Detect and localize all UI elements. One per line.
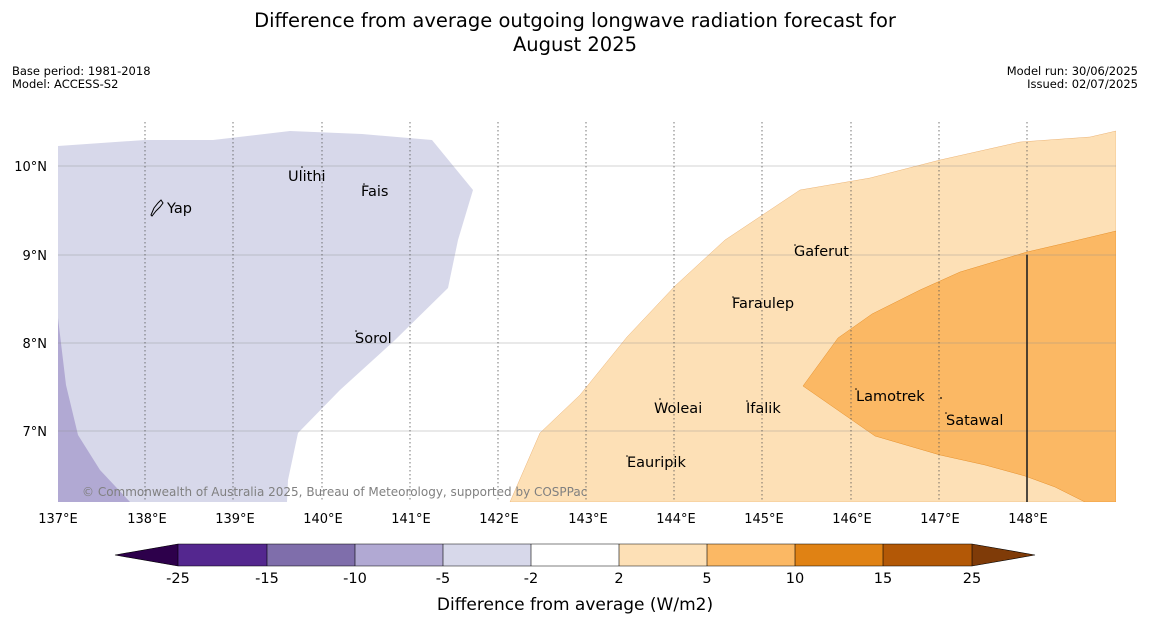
anomaly-region-neg-light: [58, 131, 473, 502]
lon-tick-142e: 142°E: [479, 512, 519, 527]
lon-tick-148e: 148°E: [1008, 512, 1048, 527]
island-dots: [301, 166, 947, 457]
anomaly-region-pos-medium: [802, 230, 1116, 502]
place-label-satawal: Satawal: [946, 413, 1003, 429]
lon-tick-145e: 145°E: [744, 512, 784, 527]
lon-tick-137e: 137°E: [38, 512, 78, 527]
lon-tick-139e: 139°E: [215, 512, 255, 527]
colorbar-segment-1: [267, 544, 355, 566]
map-title: Difference from average outgoing longwav…: [0, 9, 1150, 57]
place-label-lamotrek: Lamotrek: [856, 389, 925, 405]
lon-tick-144e: 144°E: [656, 512, 696, 527]
title-line-1: Difference from average outgoing longwav…: [254, 9, 896, 32]
place-labels: Ulithi Fais Yap Gaferut Faraulep Sorol L…: [166, 169, 1003, 471]
place-label-faraulep: Faraulep: [732, 296, 794, 312]
lon-tick-143e: 143°E: [568, 512, 608, 527]
colorbar-label: Difference from average (W/m2): [437, 595, 713, 615]
lon-tick-141e: 141°E: [391, 512, 431, 527]
colorbar: -25 -15 -10 -5 -2 2 5 10 15 25 Differenc…: [114, 543, 1036, 615]
place-label-sorol: Sorol: [355, 331, 392, 347]
colorbar-tick: -5: [436, 571, 450, 587]
colorbar-ticks: -25 -15 -10 -5 -2 2 5 10 15 25: [166, 571, 981, 587]
meta-left: Base period: 1981-2018 Model: ACCESS-S2: [12, 65, 151, 90]
lon-tick-140e: 140°E: [303, 512, 343, 527]
place-label-fais: Fais: [361, 184, 388, 200]
meta-right: Model run: 30/06/2025 Issued: 02/07/2025: [1007, 65, 1138, 90]
colorbar-segment-5: [619, 544, 707, 566]
colorbar-extend-low: [115, 544, 178, 566]
colorbar-tick: 15: [874, 571, 892, 587]
colorbar-tick: 2: [614, 571, 623, 587]
colorbar-extend-high: [972, 544, 1035, 566]
lat-tick-labels: 10°N 9°N 8°N 7°N: [14, 160, 47, 440]
place-label-yap: Yap: [166, 201, 192, 217]
place-label-gaferut: Gaferut: [794, 244, 849, 260]
issued-date: Issued: 02/07/2025: [1027, 76, 1138, 91]
colorbar-tick: -2: [524, 571, 538, 587]
colorbar-segment-7: [795, 544, 883, 566]
lon-tick-labels: 137°E 138°E 139°E 140°E 141°E 142°E 143°…: [38, 512, 1048, 527]
colorbar-tick: 10: [786, 571, 804, 587]
anomaly-region-neg-medium: [58, 318, 130, 502]
colorbar-segment-8: [883, 544, 972, 566]
place-label-eauripik: Eauripik: [627, 455, 686, 471]
place-label-ulithi: Ulithi: [288, 169, 326, 185]
copyright-notice: © Commonwealth of Australia 2025, Bureau…: [82, 485, 587, 499]
lat-gridlines: [58, 165, 1116, 432]
colorbar-segment-6: [707, 544, 795, 566]
lon-tick-146e: 146°E: [832, 512, 872, 527]
lon-tick-138e: 138°E: [127, 512, 167, 527]
base-period: Base period: 1981-2018: [12, 64, 151, 78]
lat-tick-10n: 10°N: [14, 160, 47, 175]
colorbar-segment-4: [531, 544, 619, 566]
lon-gridlines: [144, 122, 1028, 502]
colorbar-segment-0: [178, 544, 267, 566]
colorbar-tick: -10: [343, 571, 367, 587]
title-line-2: August 2025: [512, 33, 638, 56]
lon-tick-147e: 147°E: [920, 512, 960, 527]
place-label-ifalik: Ifalik: [746, 401, 781, 417]
lat-tick-7n: 7°N: [23, 425, 48, 440]
model-name: Model: ACCESS-S2: [12, 76, 119, 91]
place-label-woleai: Woleai: [654, 401, 702, 417]
map-area: Ulithi Fais Yap Gaferut Faraulep Sorol L…: [58, 122, 1116, 502]
model-run: Model run: 30/06/2025: [1006, 64, 1138, 78]
lat-tick-8n: 8°N: [23, 337, 48, 352]
colorbar-tick: -25: [166, 571, 190, 587]
colorbar-tick: 5: [702, 571, 711, 587]
colorbar-tick: 25: [963, 571, 981, 587]
yap-island-shape: [150, 199, 164, 217]
colorbar-segment-3: [443, 544, 531, 566]
colorbar-segment-2: [355, 544, 443, 566]
colorbar-tick: -15: [255, 571, 279, 587]
lat-tick-9n: 9°N: [23, 249, 48, 264]
